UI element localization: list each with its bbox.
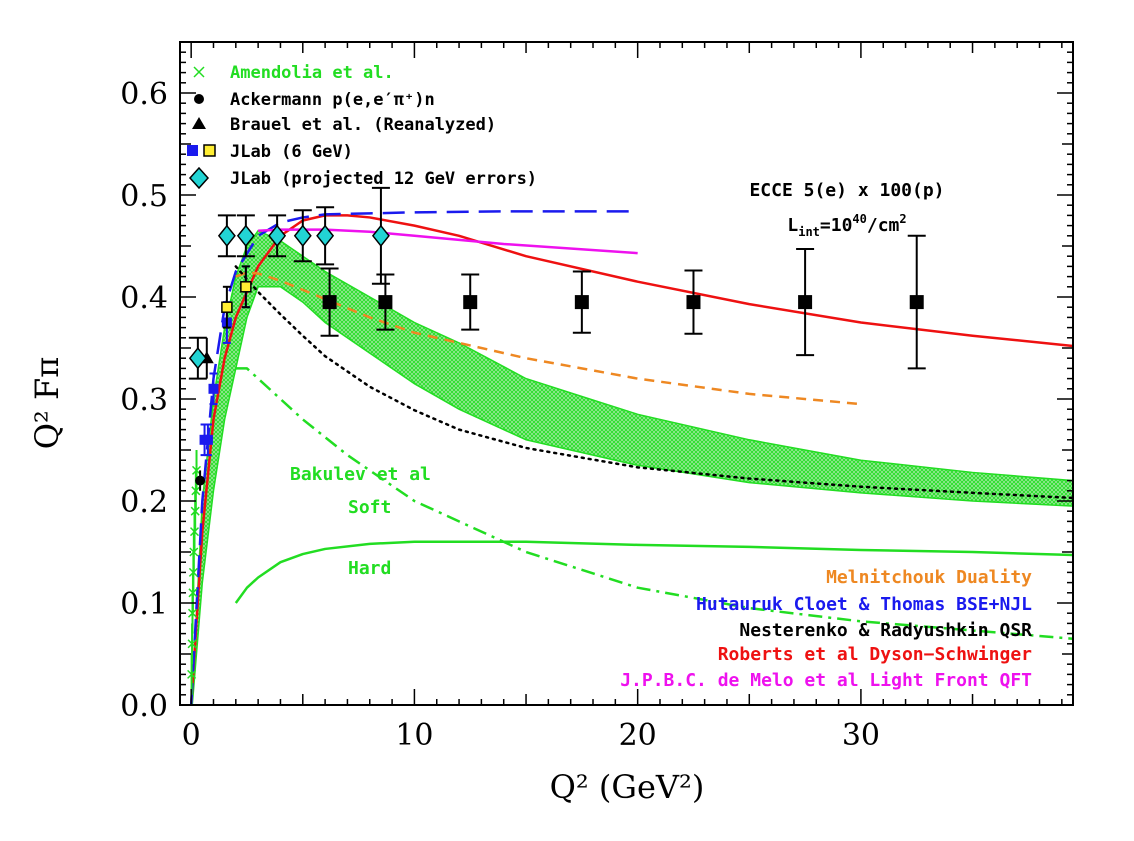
lumi-mid: =10 [820,215,853,236]
model-label: Hutauruk Cloet & Thomas BSE+NJL [696,594,1032,615]
jlab6-yellow-point [221,301,233,313]
lumi-prefix: L [787,215,798,236]
amendolia-point [187,669,197,679]
curve-melnitchouk-duality [235,271,862,406]
jlab6-blue-point [208,383,219,394]
legend-circle-icon [194,94,204,104]
axis-ticks: 0 10 20 30 0.0 0.1 0.2 0.3 0.4 0.5 0.6 [120,41,1073,753]
x-tick-label: 0 [182,718,201,753]
ecce-point [378,295,393,310]
legend-blue-square-icon [187,145,198,156]
jlab12-diamond-point [217,224,236,248]
ecce-point [686,295,701,310]
jlab12-diamond-point [188,346,207,370]
jlab6-yellow-point [240,281,252,293]
y-axis-title-text: Q² Fπ [28,357,66,449]
model-label: J.P.B.C. de Melo et al Light Front QFT [620,670,1032,691]
y-axis-title: Q² Fπ [28,357,66,449]
x-tick-label: 20 [619,718,657,753]
model-label: Melnitchouk Duality [826,567,1032,588]
y-tick-label: 0.1 [120,587,168,622]
model-label: Roberts et al Dyson−Schwinger [718,644,1032,665]
ecce-point [463,295,478,310]
legend-label: JLab (projected 12 GeV errors) [230,169,537,189]
ackermann-point [195,475,206,486]
legend-label: Ackermann p(e,e′π⁺)n [230,90,435,110]
y-tick-label: 0.5 [120,179,168,214]
data-points [187,186,926,695]
lumi-suffix: /cm [867,215,900,236]
ecce-point [574,295,589,310]
legend-label: Amendolia et al. [230,63,394,83]
y-tick-label: 0.0 [120,689,168,724]
legend-label: Brauel et al. (Reanalyzed) [230,115,496,135]
bakulev-title: Bakulev et al [290,464,431,485]
model-labels: Melnitchouk Duality Hutauruk Cloet & Thom… [620,567,1032,691]
jlab12-diamond-point [371,224,390,248]
x-tick-label: 10 [395,718,433,753]
legend: Amendolia et al. Ackermann p(e,e′π⁺)n Brau… [187,63,537,190]
bakulev-labels: Bakulev et al Soft Hard [290,464,431,579]
jlab12-diamond-point [316,224,335,248]
ecce-line2: Lint=1040/cm2 [787,212,906,239]
legend-diamond-icon [188,166,210,190]
model-label: Nesterenko & Radyushkin QSR [739,620,1032,641]
jlab12-diamond-point [236,224,255,248]
legend-cross-icon [193,66,205,78]
ecce-point [909,295,924,310]
legend-label: JLab (6 GeV) [230,142,353,162]
y-tick-label: 0.6 [120,77,168,112]
jlab6-blue-point [202,434,213,445]
curve-roberts-et-al-dyson-schwinger [189,214,1074,706]
curve-bakulev-hard [234,540,1074,604]
jlab12-diamond-point [293,224,312,248]
bakulev-soft-label: Soft [348,497,391,518]
legend-yellow-square-icon [203,144,216,157]
curve-bakulev-soft [235,367,1074,640]
y-tick-label: 0.2 [120,485,168,520]
legend-triangle-icon [192,117,206,129]
ecce-line1: ECCE 5(e) x 100(p) [749,180,944,201]
x-axis-title: Q² (GeV²) [550,768,705,806]
x-axis-title-q: Q² (GeV²) [550,768,705,806]
lumi-sup: 40 [852,212,866,226]
x-tick-label: 30 [842,718,880,753]
jlab12-diamond-point [268,224,287,248]
ecce-point [322,295,337,310]
amendolia-point [187,639,197,649]
lumi-sub: int [798,225,820,239]
ecce-annotation: ECCE 5(e) x 100(p) Lint=1040/cm2 [749,180,944,239]
bakulev-hard-label: Hard [348,558,391,579]
lumi-sup2: 2 [899,212,906,226]
plot-frame [179,41,1074,706]
ecce-point [798,295,813,310]
y-tick-label: 0.4 [120,281,168,316]
curve-nesterenko-radyushkin-qsr [234,265,1075,500]
y-tick-label: 0.3 [120,383,168,418]
